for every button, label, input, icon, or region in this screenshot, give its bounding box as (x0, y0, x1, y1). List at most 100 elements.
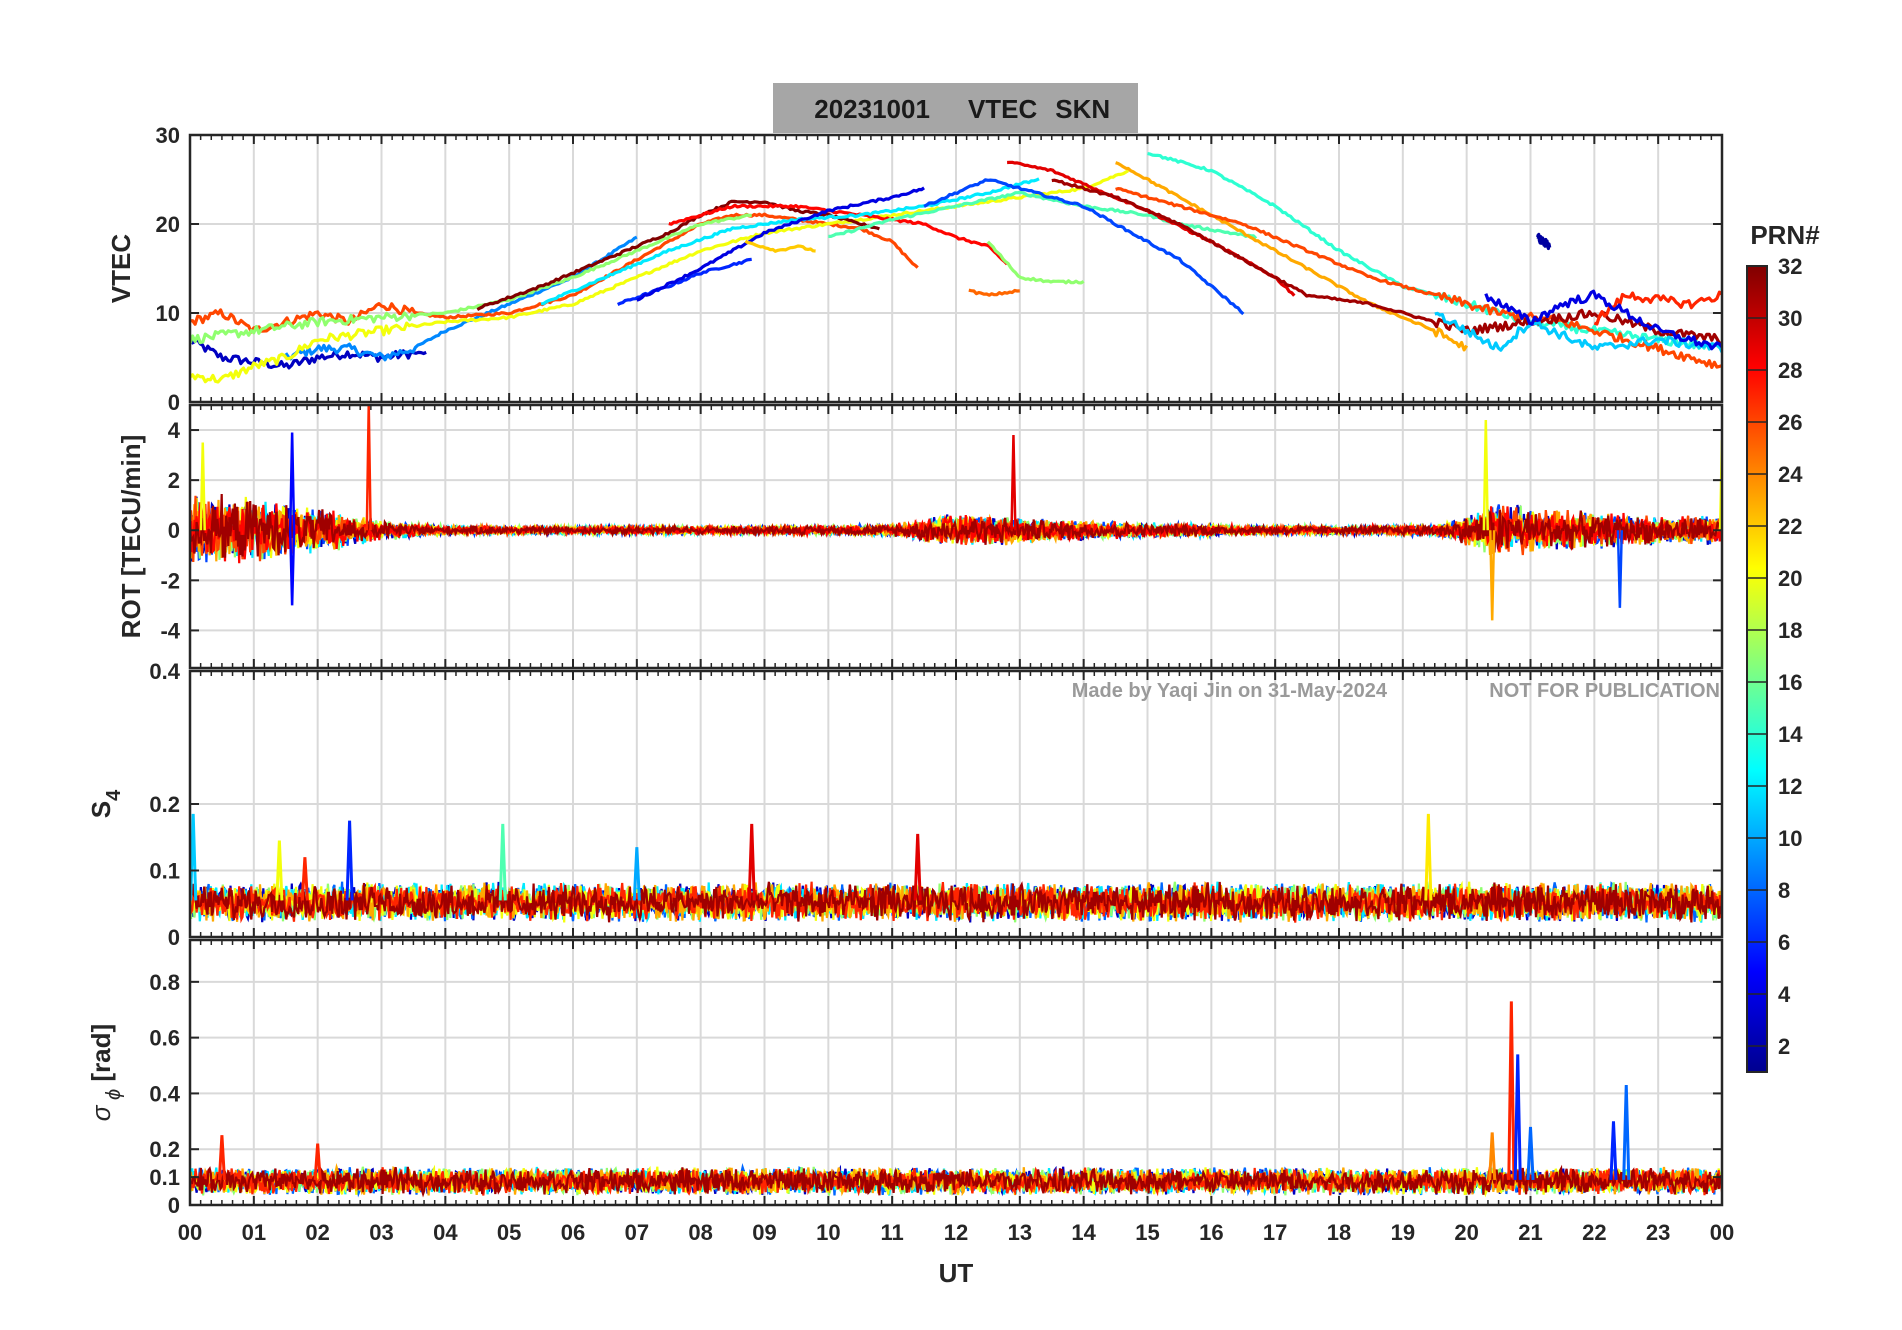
s4-spike (1424, 813, 1433, 901)
x-tick-label: 04 (433, 1220, 458, 1245)
panel-vtec: 0 10 20 30 VTEC (106, 123, 1724, 415)
title-quantity: VTEC (968, 94, 1038, 124)
rot-spike (1489, 530, 1496, 621)
s4-spike (300, 857, 309, 901)
s4-y-axis-label: S4 (86, 789, 125, 818)
colorbar-tick-label: 26 (1778, 410, 1802, 435)
sigma_phi-y-tick-label: 0.6 (149, 1026, 180, 1051)
x-tick-labels: 00 01 02 03 04 05 06 07 08 09 10 11 12 13 14 15 16 17 18 19… (178, 1220, 1734, 1245)
x-tick-label: 12 (944, 1220, 968, 1245)
x-tick-label: 09 (752, 1220, 776, 1245)
vtec-y-tick-label: 20 (156, 212, 180, 237)
rot-spike (288, 432, 296, 531)
vtec-series-prn-2 (1535, 232, 1552, 251)
x-tick-label: 00 (178, 1220, 202, 1245)
watermark-notice: NOT FOR PUBLICATION (1489, 680, 1720, 702)
rot-spike (1616, 530, 1624, 608)
rot-y-axis-label: ROT [TECU/min] (116, 435, 146, 639)
vtec-series-prn-4 (1484, 289, 1722, 351)
sigma_phi-y-tick-label: 0.8 (149, 970, 180, 995)
s4-series-prn-31 (190, 881, 1722, 923)
colorbar-tick-label: 10 (1778, 826, 1802, 851)
sigma_phi-spike (1507, 1001, 1516, 1180)
rot-spike (1010, 435, 1017, 531)
rot-data (190, 405, 1722, 621)
colorbar-tick-label: 4 (1778, 982, 1791, 1007)
vtec-series-prn-9 (284, 235, 638, 362)
colorbar-tick-label: 8 (1778, 878, 1790, 903)
panel-rot: -4 -2 0 2 4 ROT [TECU/min] (116, 403, 1724, 670)
colorbar-tick-label: 16 (1778, 670, 1802, 695)
x-tick-label: 03 (369, 1220, 393, 1245)
vtec-series-prn-11 (1434, 311, 1722, 353)
vtec-series-prn-31 (1051, 178, 1722, 346)
vtec-series-prn-17 (190, 213, 752, 345)
x-tick-label: 19 (1391, 1220, 1415, 1245)
vtec-series-prn-32 (476, 199, 880, 311)
s4-y-tick-label: 0.2 (149, 792, 180, 817)
sigma_phi-series-prn-31 (190, 1164, 1722, 1198)
rot-series-prn-31 (190, 493, 1722, 558)
colorbar-tick-label: 6 (1778, 930, 1790, 955)
sigma_phi-spike (1622, 1085, 1631, 1180)
title-station: SKN (1055, 94, 1110, 124)
sigma_phi-spike (217, 1135, 226, 1180)
vtec-series-prn-17 (986, 240, 1085, 285)
s4-spike (275, 840, 284, 901)
vtec-series-prn-4 (636, 186, 925, 302)
s4-spike (345, 820, 354, 901)
colorbar-tick-label: 22 (1778, 514, 1802, 539)
rot-y-tick-label: 0 (168, 518, 180, 543)
x-tick-label: 10 (816, 1220, 840, 1245)
vtec-y-axis-label: VTEC (106, 234, 136, 304)
s4-spike (632, 847, 641, 901)
vtec-series-prn-23 (1115, 161, 1469, 352)
rot-spike (1718, 440, 1722, 531)
colorbar-tick-label: 32 (1778, 254, 1802, 279)
sigma_phi-y-tick-label: 0.4 (149, 1081, 180, 1106)
rot-spike (288, 530, 296, 606)
s4-data (190, 813, 1722, 924)
vtec-series-prn-6 (617, 257, 752, 306)
sigma_phi-spike (1513, 1054, 1522, 1180)
x-tick-label: 20 (1454, 1220, 1478, 1245)
x-tick-label: 08 (688, 1220, 712, 1245)
x-tick-label: 15 (1135, 1220, 1159, 1245)
sigma-phi-y-axis-label: σ ϕ [rad] (86, 1024, 125, 1121)
colorbar-tick-label: 30 (1778, 306, 1802, 331)
colorbar-tick-label: 24 (1778, 462, 1803, 487)
colorbar-tick-label: 14 (1778, 722, 1803, 747)
colorbar-tick-label: 18 (1778, 618, 1802, 643)
title-date: 20231001 (814, 94, 930, 124)
vtec-series-prn-7 (923, 178, 1245, 316)
s4-y-tick-label: 0.4 (149, 659, 180, 684)
x-axis-label: UT (939, 1258, 974, 1288)
x-tick-label: 05 (497, 1220, 521, 1245)
sigma_phi-spike (1488, 1132, 1497, 1180)
rot-y-tick-label: -4 (160, 618, 180, 643)
rot-y-tick-label: -2 (160, 568, 180, 593)
sigma_phi-spike (313, 1143, 322, 1180)
sigma_phi-data (190, 1001, 1722, 1198)
colorbar-gradient (1746, 265, 1768, 1073)
vtec-series-prn-12 (540, 177, 1040, 306)
rot-y-tick-label: 4 (168, 418, 181, 443)
sigma_phi-spike (1609, 1121, 1618, 1180)
vtec-y-tick-label: 10 (156, 301, 180, 326)
x-tick-label: 17 (1263, 1220, 1287, 1245)
panel-s4: 0 0.1 0.2 0.4 S4 (86, 659, 1724, 950)
sigma_phi-y-tick-label: 0.1 (149, 1165, 180, 1190)
s4-spike (190, 813, 198, 901)
x-tick-label: 02 (305, 1220, 329, 1245)
x-tick-label: 14 (1071, 1220, 1096, 1245)
colorbar-tick-label: 12 (1778, 774, 1802, 799)
vtec-y-tick-label: 0 (168, 390, 180, 415)
colorbar-tick-label: 28 (1778, 358, 1802, 383)
x-tick-label: 23 (1646, 1220, 1670, 1245)
watermark-author: Made by Yaqi Jin on 31-May-2024 (1072, 680, 1388, 702)
sigma_phi-spike (1526, 1126, 1535, 1180)
